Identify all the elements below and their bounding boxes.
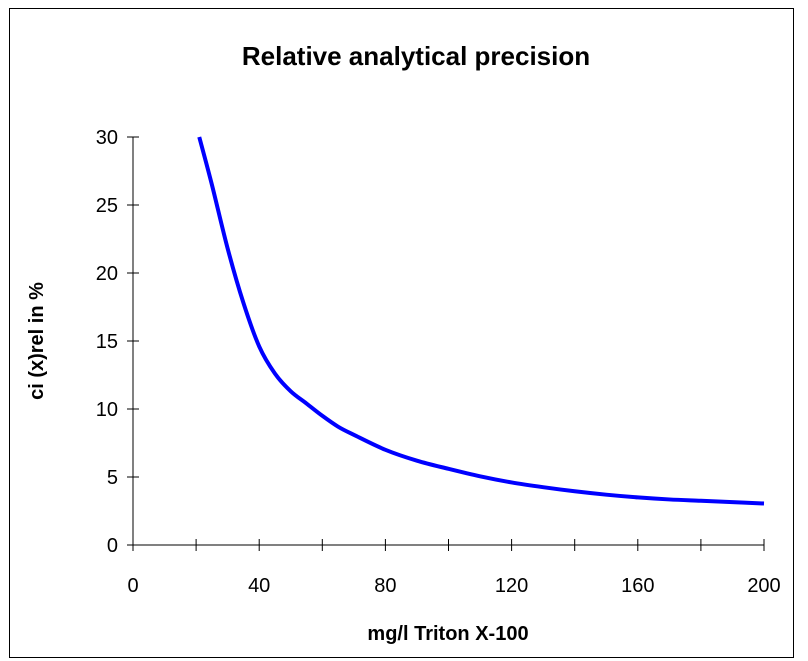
y-tick-label: 25 [96,195,118,217]
x-tick-label: 0 [127,575,138,597]
x-tick-label: 40 [248,575,270,597]
y-tick-label: 0 [107,535,118,557]
chart-frame [9,8,794,658]
y-axis-label: ci (x)rel in % [26,282,48,400]
x-tick-label: 160 [621,575,654,597]
y-tick-label: 30 [96,127,118,149]
x-tick-label: 120 [495,575,528,597]
y-tick-label: 5 [107,467,118,489]
y-tick-label: 15 [96,331,118,353]
chart-title: Relative analytical precision [242,41,590,71]
plot-area [197,136,765,506]
series-line [197,136,765,506]
x-tick-label: 80 [374,575,396,597]
y-tick-label: 10 [96,399,118,421]
x-tick-label: 200 [747,575,780,597]
x-axis-label: mg/l Triton X-100 [367,623,528,645]
axes: 0 40 80 120 160 200 0 5 10 15 20 25 30 [96,127,781,597]
y-tick-label: 20 [96,263,118,285]
